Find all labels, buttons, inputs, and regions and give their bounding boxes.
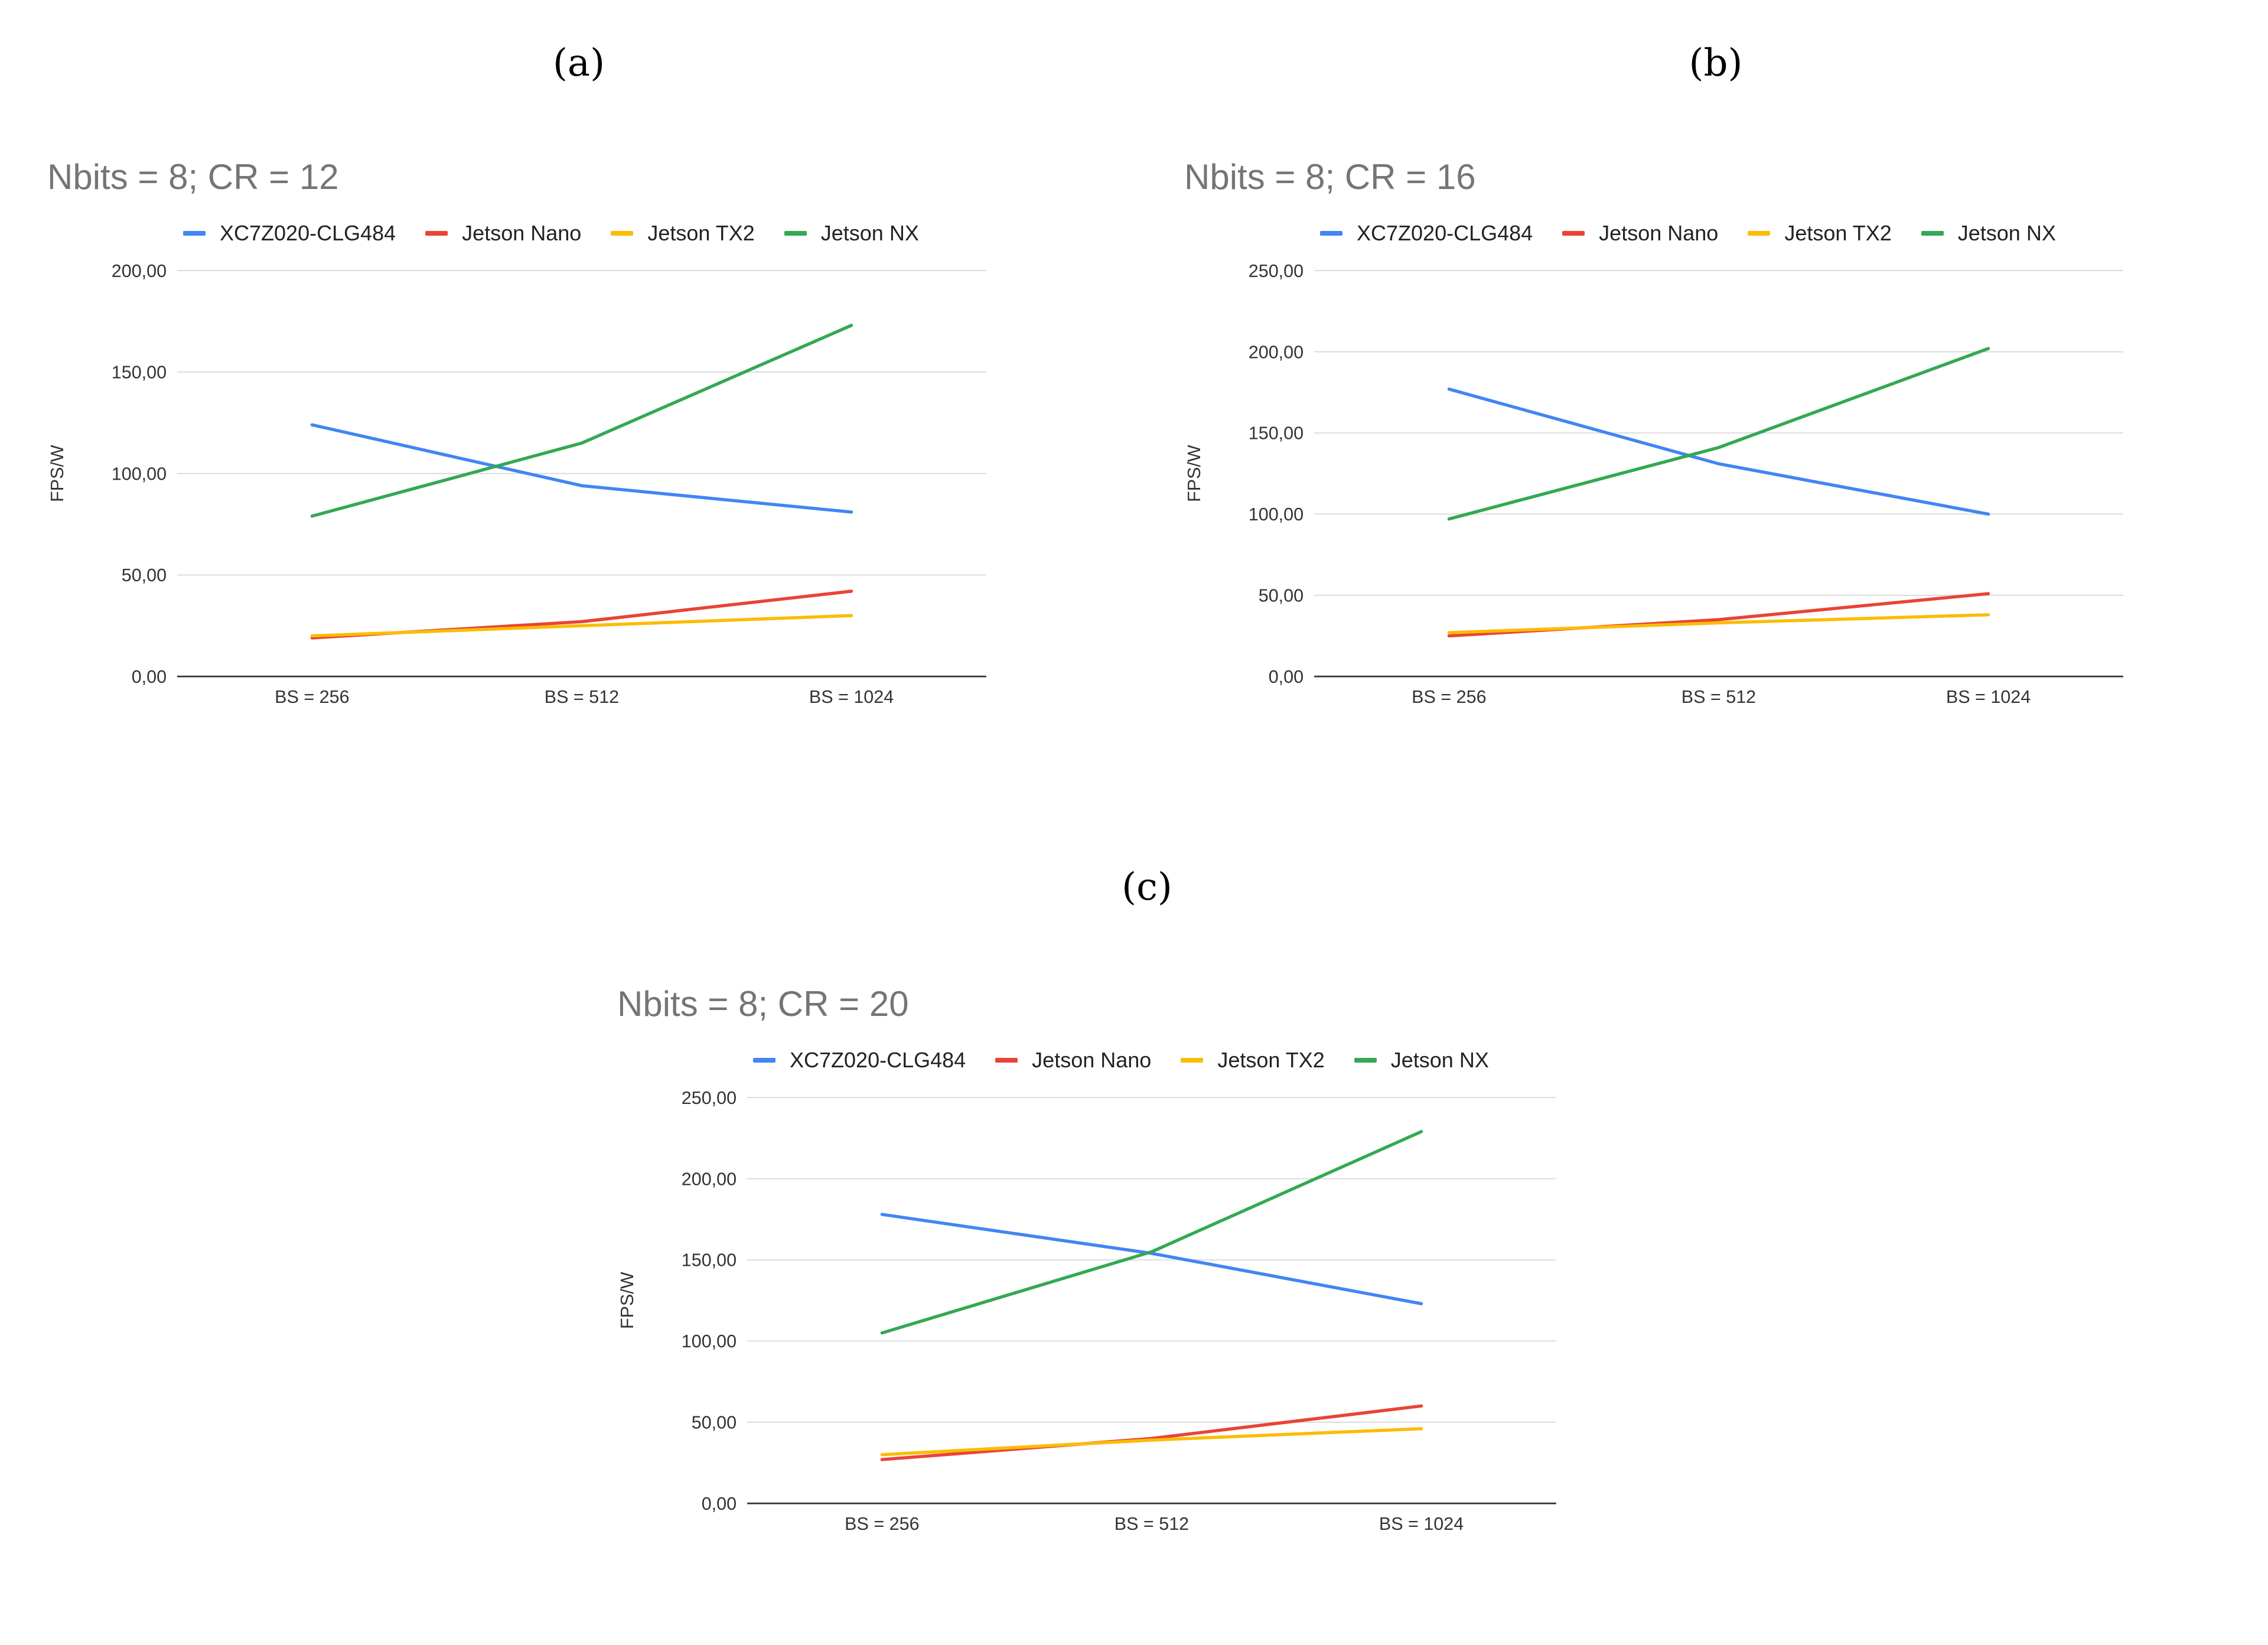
legend-label: Jetson Nano	[1599, 221, 1719, 245]
legend-label: Jetson Nano	[462, 221, 582, 245]
legend-item-jetson-nx: Jetson NX	[1921, 221, 2056, 246]
panel-label-b: (b)	[1689, 41, 1743, 85]
x-tick-label: BS = 512	[1115, 1514, 1189, 1534]
y-tick-label: 250,00	[1249, 261, 1304, 281]
x-tick-label: BS = 1024	[1379, 1514, 1464, 1534]
chart-plot: 0,00 50,00 100,00 150,00 200,00 250,00 BS = 25…	[617, 1088, 1556, 1534]
legend-label: XC7Z020-CLG484	[1357, 221, 1533, 245]
series-line-jetson-nx	[880, 1130, 1423, 1335]
y-axis-title: FPS/W	[47, 445, 67, 502]
chart-c: Nbits = 8; CR = 20 XC7Z020-CLG484 Jetson …	[617, 983, 1556, 1645]
series-line-jetson-tx2	[880, 1427, 1423, 1457]
y-tick-label: 100,00	[1249, 504, 1304, 525]
legend-label: Jetson NX	[1957, 221, 2056, 245]
series-line-jetson-nano	[310, 589, 853, 640]
legend-item-jetson-nx: Jetson NX	[1354, 1048, 1489, 1073]
legend-swatch	[1320, 231, 1342, 236]
chart-a: Nbits = 8; CR = 12 XC7Z020-CLG484 Jetson …	[47, 157, 986, 818]
legend: XC7Z020-CLG484 Jetson Nano Jetson TX2 Jetso…	[753, 1045, 1518, 1075]
chart-plot: 0,00 50,00 100,00 150,00 200,00 250,00 BS = 25…	[1184, 261, 2123, 707]
legend-label: XC7Z020-CLG484	[790, 1048, 966, 1072]
chart-title: Nbits = 8; CR = 12	[47, 157, 339, 197]
y-tick-label: 200,00	[682, 1169, 737, 1189]
legend-item-xc7z020-clg484: XC7Z020-CLG484	[183, 221, 396, 246]
chart-plot: 0,00 50,00 100,00 150,00 200,00 BS = 256 BS = …	[47, 261, 986, 707]
legend-swatch	[1354, 1058, 1377, 1063]
y-tick-label: 200,00	[1249, 342, 1304, 362]
legend-item-jetson-nano: Jetson Nano	[995, 1048, 1151, 1073]
legend-item-jetson-tx2: Jetson TX2	[611, 221, 755, 246]
chart-title: Nbits = 8; CR = 20	[617, 984, 909, 1024]
legend-item-jetson-nano: Jetson Nano	[425, 221, 581, 246]
legend-label: Jetson TX2	[1784, 221, 1892, 245]
chart-b: Nbits = 8; CR = 16 XC7Z020-CLG484 Jetson …	[1184, 157, 2123, 818]
series-line-xc7z020-clg484	[1447, 387, 1990, 516]
y-tick-label: 250,00	[682, 1088, 737, 1108]
x-tick-label: BS = 1024	[1946, 687, 2031, 707]
legend-swatch	[784, 231, 807, 236]
legend-label: Jetson Nano	[1032, 1048, 1152, 1072]
legend-swatch	[1921, 231, 1944, 236]
x-tick-label: BS = 256	[275, 687, 349, 707]
series-line-jetson-tx2	[310, 614, 853, 638]
y-axis-title: FPS/W	[1184, 445, 1204, 502]
y-tick-label: 200,00	[112, 261, 167, 281]
y-tick-label: 100,00	[112, 464, 167, 484]
y-tick-label: 0,00	[702, 1494, 737, 1514]
y-tick-label: 0,00	[132, 667, 167, 687]
series-line-jetson-tx2	[1447, 613, 1990, 634]
y-tick-label: 150,00	[112, 363, 167, 383]
legend-label: Jetson NX	[820, 221, 919, 245]
y-axis-title: FPS/W	[617, 1272, 637, 1329]
y-tick-label: 100,00	[682, 1331, 737, 1351]
x-tick-label: BS = 256	[845, 1514, 919, 1534]
legend-item-jetson-nano: Jetson Nano	[1562, 221, 1718, 246]
legend-swatch	[1748, 231, 1771, 236]
legend-swatch	[1181, 1058, 1204, 1063]
x-tick-label: BS = 256	[1412, 687, 1486, 707]
legend-label: Jetson TX2	[647, 221, 755, 245]
legend-item-xc7z020-clg484: XC7Z020-CLG484	[1320, 221, 1533, 246]
x-tick-label: BS = 1024	[809, 687, 894, 707]
legend: XC7Z020-CLG484 Jetson Nano Jetson TX2 Jetso…	[1320, 219, 2085, 248]
legend-item-xc7z020-clg484: XC7Z020-CLG484	[753, 1048, 966, 1073]
legend-item-jetson-tx2: Jetson TX2	[1748, 221, 1892, 246]
legend-label: Jetson NX	[1390, 1048, 1489, 1072]
chart-title: Nbits = 8; CR = 16	[1184, 157, 1476, 197]
series-line-xc7z020-clg484	[880, 1213, 1423, 1305]
legend-swatch	[753, 1058, 775, 1063]
y-tick-label: 50,00	[122, 565, 167, 585]
series-line-jetson-nx	[1447, 347, 1990, 521]
panel-label-c: (c)	[1122, 865, 1172, 909]
y-tick-label: 50,00	[1259, 586, 1304, 606]
panel-label-a: (a)	[552, 41, 605, 85]
y-tick-label: 50,00	[692, 1413, 737, 1433]
x-tick-label: BS = 512	[545, 687, 619, 707]
y-tick-label: 150,00	[682, 1250, 737, 1271]
legend-label: Jetson TX2	[1217, 1048, 1325, 1072]
legend-swatch	[611, 231, 634, 236]
legend-swatch	[425, 231, 448, 236]
legend-item-jetson-tx2: Jetson TX2	[1181, 1048, 1325, 1073]
series-line-jetson-nano	[880, 1404, 1423, 1461]
y-tick-label: 150,00	[1249, 424, 1304, 444]
y-tick-label: 0,00	[1269, 667, 1304, 687]
legend: XC7Z020-CLG484 Jetson Nano Jetson TX2 Jetso…	[183, 219, 949, 248]
legend-swatch	[995, 1058, 1018, 1063]
legend-swatch	[1562, 231, 1585, 236]
legend-swatch	[183, 231, 206, 236]
series-line-xc7z020-clg484	[310, 423, 853, 514]
legend-item-jetson-nx: Jetson NX	[784, 221, 919, 246]
x-tick-label: BS = 512	[1682, 687, 1756, 707]
series-line-jetson-nx	[310, 324, 853, 518]
legend-label: XC7Z020-CLG484	[220, 221, 396, 245]
